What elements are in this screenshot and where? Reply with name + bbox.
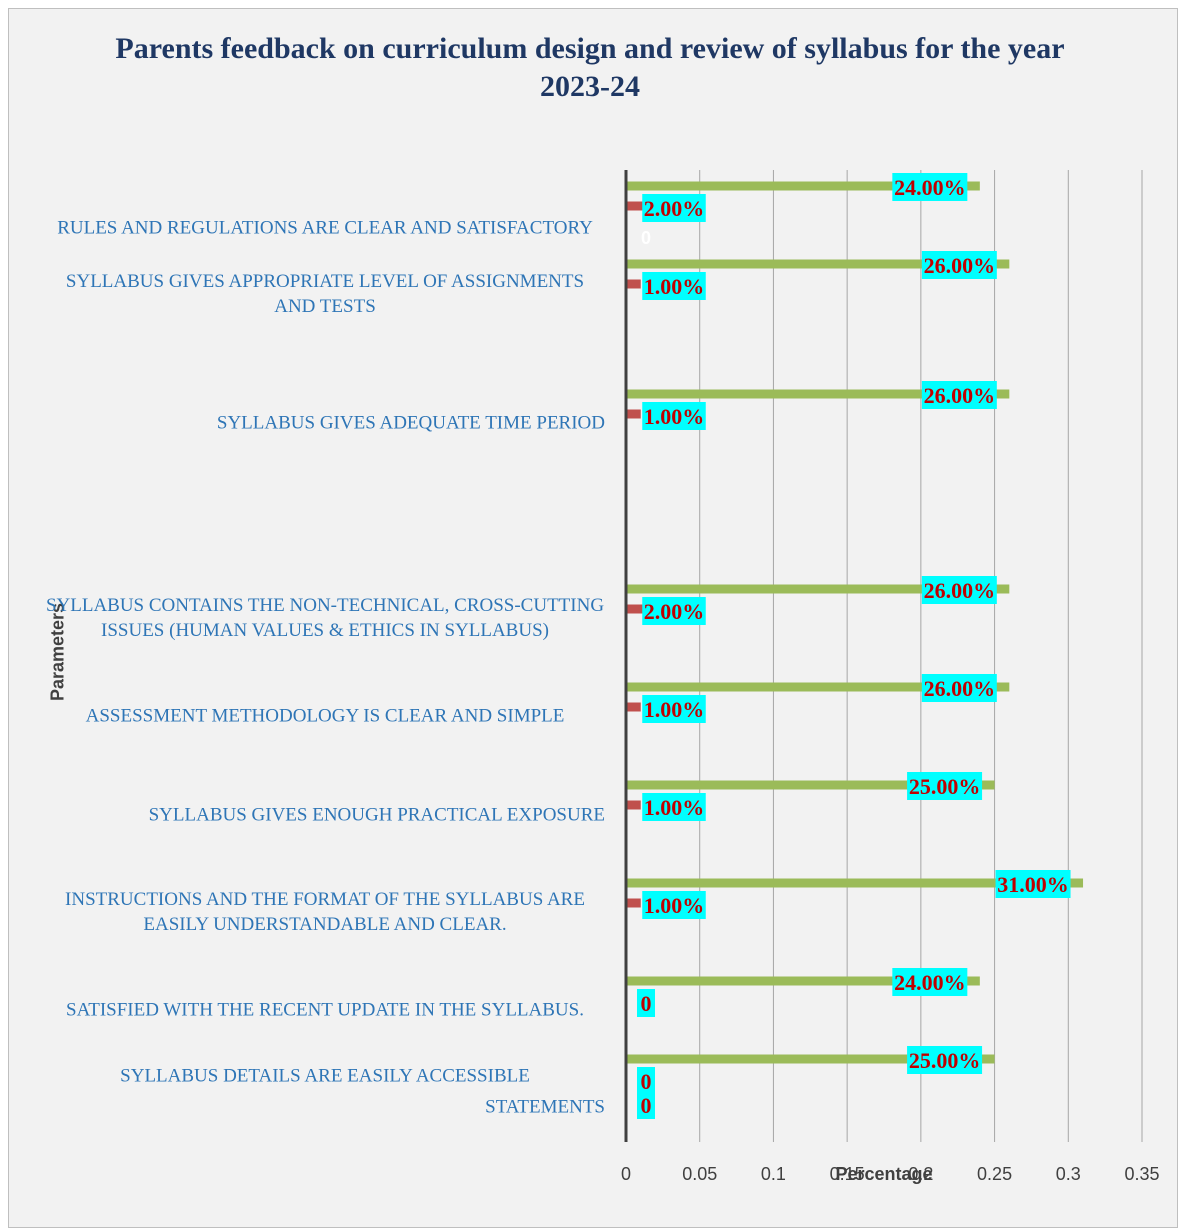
x-tick-label: 0.2 [908, 1164, 933, 1184]
category-label: STATEMENTS [485, 1096, 605, 1118]
x-tick-label: 0.25 [977, 1164, 1012, 1184]
category-label: SYLLABUS GIVES APPROPRIATE LEVEL OF ASSI… [65, 271, 585, 317]
bar [626, 389, 1010, 399]
category-label: SYLLABUS GIVES ADEQUATE TIME PERIOD [216, 412, 605, 434]
bar [626, 976, 980, 986]
bar [626, 1054, 995, 1064]
data-label-bg [642, 402, 706, 430]
data-label-bg [637, 1091, 655, 1119]
bar [626, 279, 641, 289]
data-label: 26.00% [924, 578, 996, 603]
bar [626, 898, 641, 908]
data-label-bg [642, 194, 706, 222]
data-label: 1.00% [644, 404, 705, 429]
data-label-bg [642, 793, 706, 821]
data-label: 0 [641, 991, 652, 1016]
data-label: 26.00% [924, 253, 996, 278]
category-label: SATISFIED WITH THE RECENT UPDATE IN THE … [66, 999, 584, 1021]
data-label-bg [892, 968, 968, 996]
bar [626, 584, 1010, 594]
data-label-bg [921, 381, 997, 409]
data-label: 26.00% [924, 383, 996, 408]
chart-frame [8, 8, 1178, 1228]
data-label: 26.00% [924, 676, 996, 701]
data-label: 25.00% [909, 774, 981, 799]
x-tick-label: 0.05 [682, 1164, 717, 1184]
bar [626, 702, 641, 712]
data-label-bg [642, 597, 706, 625]
data-label-bg [921, 251, 997, 279]
category-label: SYLLABUS DETAILS ARE EASILY ACCESSIBLE [120, 1065, 530, 1087]
data-label-bg [642, 695, 706, 723]
category-label: ASSESSMENT METHODOLOGY IS CLEAR AND SIMP… [85, 705, 565, 727]
data-label: 1.00% [644, 795, 705, 820]
data-label: 0 [641, 1069, 652, 1094]
data-label-bg [907, 1046, 983, 1074]
data-label: 24.00% [894, 175, 966, 200]
category-label: INSTRUCTIONS AND THE FORMAT OF THE SYLLA… [65, 889, 585, 935]
bar [626, 259, 1010, 269]
data-label-bg [637, 1067, 655, 1095]
data-label: 24.00% [894, 970, 966, 995]
x-tick-label: 0 [621, 1164, 631, 1184]
category-label: SYLLABUS GIVES ENOUGH PRACTICAL EXPOSURE [148, 804, 605, 826]
data-label: 1.00% [644, 274, 705, 299]
bar [626, 181, 980, 191]
data-label-bg [637, 989, 655, 1017]
bar [626, 604, 656, 614]
x-tick-label: 0.1 [761, 1164, 786, 1184]
bar [626, 409, 641, 419]
x-tick-label: 0.15 [830, 1164, 865, 1184]
data-label: 2.00% [644, 599, 705, 624]
x-tick-label: 0.3 [1056, 1164, 1081, 1184]
data-label-bg [921, 576, 997, 604]
x-axis-title: Percentage [835, 1164, 933, 1184]
chart-title: Parents feedback on curriculum design an… [115, 32, 1065, 103]
bar [626, 878, 1084, 888]
data-label: 1.00% [644, 893, 705, 918]
data-label: 0 [641, 228, 651, 248]
bar [626, 780, 995, 790]
data-label: 1.00% [644, 697, 705, 722]
data-label-bg [642, 272, 706, 300]
x-tick-label: 0.35 [1124, 1164, 1159, 1184]
data-label: 2.00% [644, 196, 705, 221]
data-label-bg [642, 891, 706, 919]
bar [626, 800, 641, 810]
category-label: SYLLABUS CONTAINS THE NON-TECHNICAL, CRO… [45, 595, 605, 641]
data-label: 25.00% [909, 1048, 981, 1073]
data-label-bg [892, 173, 968, 201]
bar [626, 682, 1010, 692]
data-label: 0 [641, 1093, 652, 1118]
category-label: RULES AND REGULATIONS ARE CLEAR AND SATI… [57, 217, 593, 239]
bar [626, 201, 656, 211]
data-label-bg [995, 870, 1071, 898]
data-label-bg [907, 772, 983, 800]
data-label: 31.00% [997, 872, 1069, 897]
data-label-bg [921, 674, 997, 702]
